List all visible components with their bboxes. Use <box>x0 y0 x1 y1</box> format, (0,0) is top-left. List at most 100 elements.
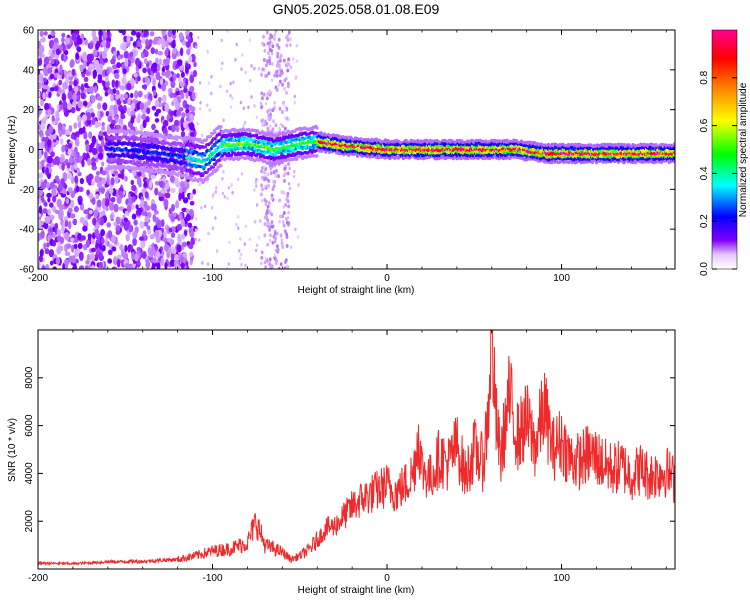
spectrogram-cell <box>85 260 90 265</box>
spectrogram-cell <box>194 228 198 232</box>
spectrogram-cell <box>75 52 80 60</box>
spectrogram-cell <box>200 133 204 137</box>
spectrogram-cell <box>263 198 267 202</box>
spectrogram-cell <box>273 32 277 37</box>
spectrogram-cell <box>178 187 183 195</box>
spectrogram-cell <box>219 84 222 89</box>
spectrogram-cell <box>111 246 117 252</box>
spectrogram-cell <box>170 80 176 89</box>
spectrogram-cell <box>226 266 229 269</box>
spectrogram-cell <box>188 55 193 63</box>
spectrogram-cell <box>71 32 77 41</box>
spectrogram-cell <box>143 50 149 58</box>
spectrogram-cell <box>136 171 142 177</box>
spectrogram-cell <box>101 244 106 252</box>
spectrogram-cell <box>95 42 100 51</box>
spectrogram-cell <box>242 123 246 128</box>
spectrogram-cell <box>66 162 71 169</box>
spectrogram-cell <box>143 221 149 227</box>
spectrogram-cell <box>113 170 119 176</box>
spectrogram-cell <box>271 127 275 131</box>
spectrogram-cell <box>203 204 207 209</box>
spectrogram-cell <box>48 91 52 99</box>
spectrogram-cell <box>136 102 141 111</box>
spectrogram-cell <box>292 174 296 179</box>
spectrogram-cell <box>99 56 104 65</box>
spectrogram-cell <box>175 73 180 78</box>
spectrogram-cell <box>161 66 166 73</box>
spectrogram-cell <box>127 244 132 253</box>
spectrogram-cell <box>264 265 268 269</box>
spectrogram-cell <box>287 57 290 62</box>
spectrogram-cell <box>271 224 275 229</box>
spectrogram-cell <box>42 84 48 90</box>
spectrogram-cell <box>47 155 53 164</box>
spectrogram-cell <box>180 191 185 200</box>
spectrogram-cell <box>126 204 132 213</box>
spectrogram-cell <box>47 67 53 74</box>
spectrogram-cell <box>260 91 264 96</box>
spectrogram-cell <box>100 237 105 245</box>
spectrogram-cell <box>146 225 151 230</box>
spectrogram-cell <box>174 253 179 261</box>
spectrogram-cell <box>123 217 129 223</box>
spectrogram-cell <box>54 222 59 231</box>
spectrogram-cell <box>148 39 153 45</box>
spectrogram-cell <box>107 116 113 123</box>
spectrogram-cell <box>180 219 185 227</box>
spectrogram-cell <box>198 107 202 111</box>
spectrogram-cell <box>185 261 189 267</box>
spectrogram-cell <box>206 177 210 181</box>
spectrogram-cell <box>152 214 157 223</box>
spectrogram-cell <box>58 79 63 86</box>
spectrogram-cell <box>77 90 81 96</box>
spectrogram-cell <box>273 253 277 257</box>
spectrogram-cell <box>113 106 118 115</box>
spectrogram-cell <box>109 123 115 129</box>
spectrogram-cell <box>261 175 264 180</box>
spectrogram-cell <box>44 102 50 111</box>
spectrogram-cell <box>39 99 45 107</box>
spectrogram-cell <box>261 41 265 46</box>
spectrogram-cell <box>147 98 151 106</box>
spectrogram-cell <box>260 192 263 197</box>
spectrogram-cell <box>56 198 62 208</box>
spectrogram-cell <box>163 198 169 208</box>
spectrogram-cell <box>38 151 43 160</box>
spectrogram-cell <box>156 262 161 269</box>
spectrogram-cell <box>122 68 127 75</box>
spectrogram-cell <box>41 165 46 174</box>
spectrogram-cell <box>69 199 75 209</box>
spectrogram-cell <box>77 242 83 250</box>
spectrogram-cell <box>191 91 196 101</box>
spectrogram-cell <box>178 212 183 221</box>
spectrogram-cell <box>83 59 87 69</box>
spectrogram-cell <box>135 204 139 210</box>
spectrogram-cell <box>108 187 114 195</box>
spectrogram-cell <box>270 62 274 66</box>
spectrogram-cell <box>262 92 266 97</box>
spectrogram-cell <box>101 125 106 131</box>
spectrogram-cell <box>206 103 209 107</box>
spectrogram-cell <box>261 67 265 72</box>
spectrogram-cell <box>141 113 147 120</box>
spectrogram-cell <box>38 73 44 82</box>
spectrogram-cell <box>53 37 59 44</box>
spectrogram-cell <box>205 138 209 141</box>
spectrogram-cell <box>67 142 73 149</box>
spectrogram-cell <box>237 177 240 181</box>
spectrogram-cell <box>60 129 67 135</box>
spectrogram-cell <box>102 197 106 206</box>
spectrogram-cell <box>189 131 195 137</box>
spectrogram-cell <box>284 126 287 131</box>
figure-title: GN05.2025.058.01.08.E09 <box>273 1 440 17</box>
spectrogram-cell <box>151 105 157 111</box>
spectrogram-cell <box>286 68 290 73</box>
spectrogram-cell <box>220 38 223 43</box>
spectrogram-cell <box>275 70 278 74</box>
spectrogram-cell <box>277 174 280 179</box>
spectrogram-cell <box>67 220 72 230</box>
spectrogram-cell <box>90 247 97 253</box>
spectrogram-cell <box>84 39 89 46</box>
